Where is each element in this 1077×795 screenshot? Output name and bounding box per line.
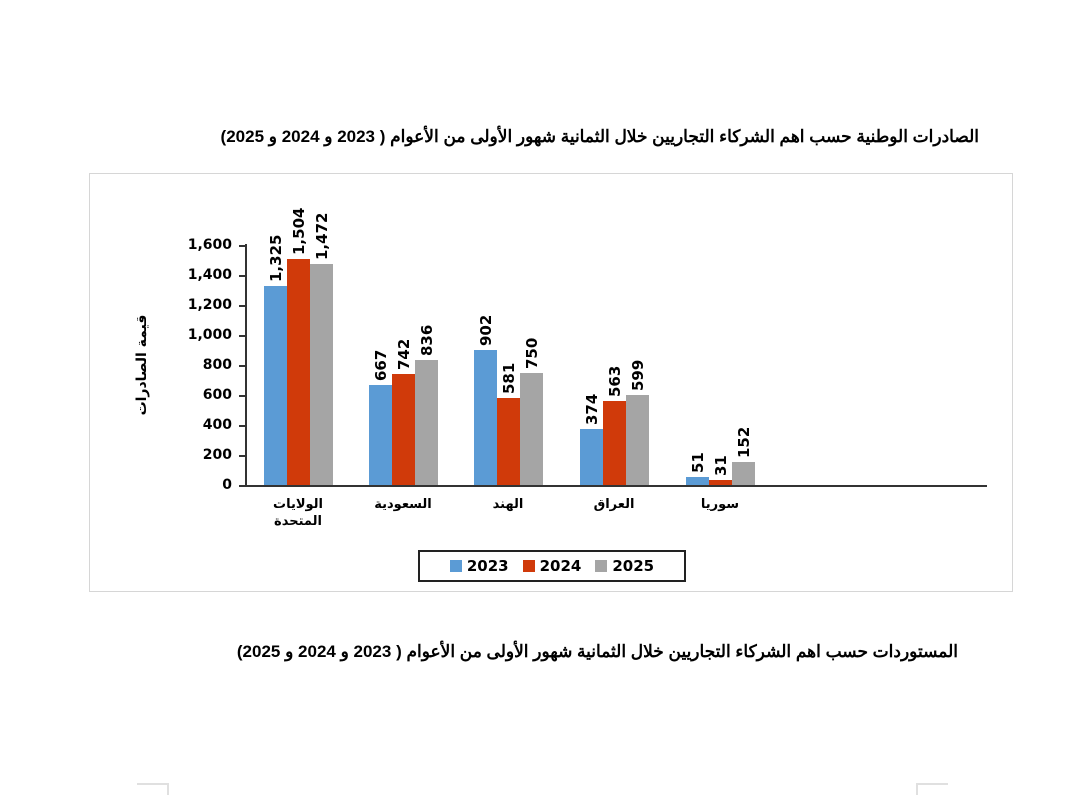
data-label: 563 — [605, 365, 624, 397]
y-tick-mark — [239, 335, 245, 337]
y-tick-mark — [239, 275, 245, 277]
data-label: 581 — [499, 362, 518, 394]
data-label: 1,325 — [266, 234, 285, 283]
legend-label-2024: 2024 — [539, 557, 582, 575]
y-tick-label: 400 — [202, 417, 232, 433]
y-tick-label: 600 — [202, 387, 232, 403]
page-corner-mark-right — [916, 783, 948, 795]
category-label: الهند — [492, 497, 524, 512]
y-tick-mark — [239, 455, 245, 457]
x-axis-line — [240, 485, 987, 487]
legend-swatch-2025 — [595, 560, 608, 572]
legend-item-2023: 2023 — [449, 557, 509, 575]
data-label: 836 — [417, 324, 436, 356]
data-label: 152 — [734, 426, 753, 459]
bar-2024 — [287, 259, 310, 485]
bar-2024 — [497, 397, 520, 485]
data-label: 750 — [522, 337, 541, 369]
data-label: 902 — [476, 314, 495, 346]
data-label: 1,504 — [289, 207, 308, 256]
bar-2025 — [626, 395, 649, 485]
y-axis-label: قيمة الصادرات — [134, 314, 150, 416]
legend-swatch-2024 — [522, 560, 535, 572]
legend-item-2024: 2024 — [522, 557, 582, 575]
imports-chart-title: المستوردات حسب اهم الشركاء التجاريين خلا… — [236, 642, 958, 661]
y-tick-label: 1,000 — [187, 327, 232, 343]
page-corner-mark-left — [137, 783, 169, 795]
bar-2025 — [732, 462, 755, 485]
legend-label-2025: 2025 — [612, 557, 655, 575]
bar-2023 — [369, 384, 392, 485]
data-label: 31 — [711, 455, 730, 477]
chart-legend: 2023 2024 2025 — [418, 550, 686, 582]
y-tick-label: 0 — [222, 477, 232, 493]
category-label: العراق — [593, 497, 635, 512]
data-label: 742 — [394, 338, 413, 370]
y-tick-label: 1,200 — [187, 297, 232, 313]
y-tick-mark — [239, 365, 245, 367]
bar-2024 — [709, 480, 732, 485]
data-label: 599 — [628, 359, 647, 392]
legend-swatch-2023 — [449, 560, 462, 572]
bar-2023 — [264, 286, 287, 485]
bar-2025 — [520, 372, 543, 485]
category-label: الولايات المتحدة — [273, 497, 323, 529]
category-label: سوريا — [700, 497, 740, 512]
y-tick-mark — [239, 425, 245, 427]
y-tick-mark — [239, 305, 245, 307]
bar-2023 — [580, 428, 603, 485]
y-tick-mark — [239, 245, 245, 247]
y-axis-line — [245, 244, 247, 486]
category-label: السعودية — [374, 497, 432, 512]
exports-chart-title: الصادرات الوطنية حسب اهم الشركاء التجاري… — [220, 127, 979, 146]
bar-2024 — [392, 373, 415, 485]
data-label: 667 — [371, 349, 390, 381]
data-label: 51 — [688, 452, 707, 474]
bar-2023 — [474, 349, 497, 485]
y-tick-label: 1,400 — [187, 267, 232, 283]
y-tick-mark — [239, 395, 245, 397]
data-label: 374 — [582, 393, 601, 425]
y-tick-label: 200 — [202, 447, 232, 463]
legend-item-2025: 2025 — [595, 557, 654, 575]
bar-2024 — [603, 400, 626, 485]
chart-frame — [89, 173, 1013, 592]
y-tick-label: 800 — [202, 357, 232, 373]
bar-2025 — [310, 264, 333, 485]
data-label: 1,472 — [312, 212, 331, 261]
y-tick-label: 1,600 — [187, 237, 232, 253]
bar-2025 — [415, 359, 438, 485]
legend-label-2023: 2023 — [466, 557, 509, 575]
bar-2023 — [686, 477, 709, 485]
